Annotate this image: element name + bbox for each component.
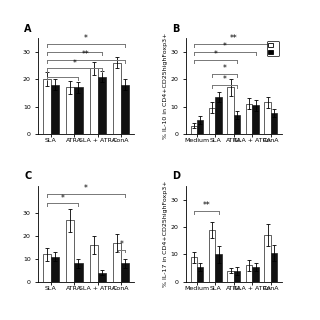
Bar (264, 235, 271, 282)
Legend: , : , (267, 41, 279, 56)
Bar (252, 105, 259, 134)
Bar (113, 243, 121, 282)
Bar (234, 271, 240, 282)
Bar (191, 125, 197, 134)
Text: **: ** (82, 50, 90, 60)
Bar (98, 76, 106, 134)
Bar (98, 273, 106, 282)
Text: *: * (213, 50, 217, 60)
Bar (51, 85, 59, 134)
Text: C: C (24, 172, 31, 181)
Bar (252, 267, 259, 282)
Bar (271, 113, 277, 134)
Y-axis label: % IL-10 in CD4+CD25highFoxp3+: % IL-10 in CD4+CD25highFoxp3+ (163, 33, 168, 139)
Text: *: * (84, 34, 88, 43)
Bar (121, 85, 129, 134)
Text: B: B (172, 24, 179, 34)
Text: A: A (24, 24, 32, 34)
Bar (90, 245, 98, 282)
Bar (228, 271, 234, 282)
Bar (197, 267, 204, 282)
Text: *: * (119, 240, 123, 249)
Bar (43, 79, 51, 134)
Bar (228, 87, 234, 134)
Bar (234, 115, 240, 134)
Text: *: * (223, 75, 227, 84)
Bar (264, 102, 271, 134)
Bar (90, 68, 98, 134)
Bar (191, 257, 197, 282)
Text: *: * (84, 185, 88, 194)
Text: *: * (223, 64, 227, 73)
Bar (113, 63, 121, 134)
Bar (66, 220, 74, 282)
Bar (121, 263, 129, 282)
Text: *: * (72, 59, 76, 68)
Bar (209, 108, 215, 134)
Bar (215, 254, 222, 282)
Text: *: * (61, 194, 65, 203)
Bar (66, 87, 74, 134)
Bar (215, 97, 222, 134)
Bar (43, 254, 51, 282)
Text: *: * (223, 42, 227, 51)
Text: **: ** (202, 201, 210, 210)
Bar (197, 120, 204, 134)
Bar (74, 263, 83, 282)
Text: **: ** (230, 34, 238, 43)
Bar (271, 253, 277, 282)
Bar (74, 87, 83, 134)
Y-axis label: % IL-17 in CD4+CD25highFoxp3+: % IL-17 in CD4+CD25highFoxp3+ (163, 181, 168, 287)
Bar (51, 257, 59, 282)
Bar (246, 104, 252, 134)
Text: D: D (172, 172, 180, 181)
Bar (209, 230, 215, 282)
Bar (246, 265, 252, 282)
